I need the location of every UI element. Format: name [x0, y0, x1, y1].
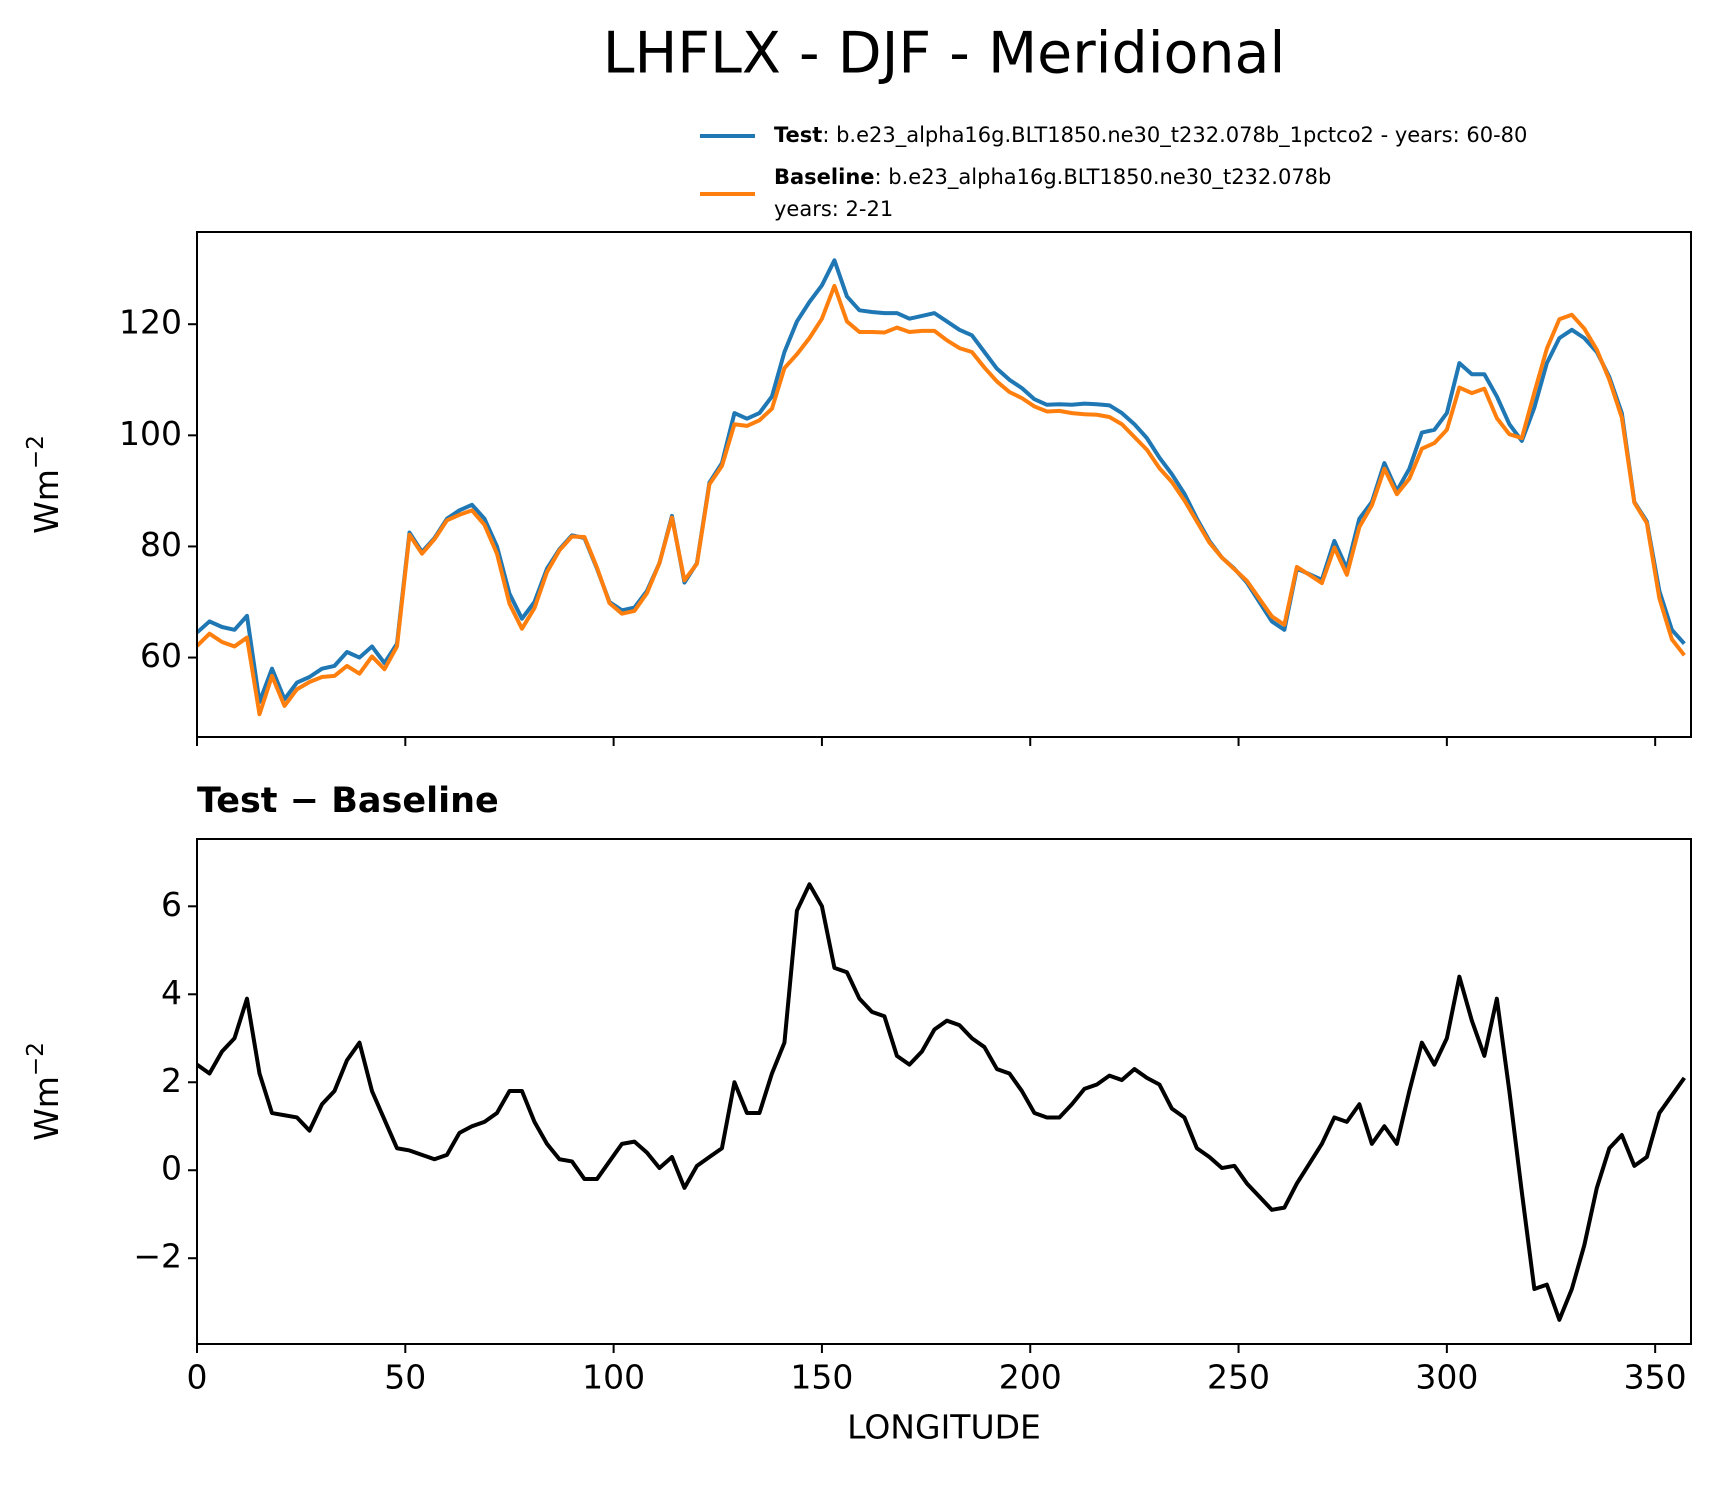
x-axis-label: LONGITUDE: [847, 1408, 1041, 1447]
legend-name: Baseline: [774, 165, 875, 189]
legend-label: years: 2-21: [774, 197, 893, 221]
axes-frame: [196, 838, 1692, 1345]
x-tick-label: 200: [999, 1358, 1062, 1397]
legend-label: : b.e23_alpha16g.BLT1850.ne30_t232.078b: [875, 165, 1332, 190]
y-axis-label: Wm−2: [23, 435, 66, 534]
y-axis-label-base: Wm: [27, 1076, 66, 1141]
y-tick-label: 60: [140, 636, 182, 675]
figure-title: LHFLX - DJF - Meridional: [603, 21, 1286, 87]
y-tick-label: 0: [161, 1149, 182, 1188]
data-line: [195, 283, 1686, 717]
y-tick-label: 120: [119, 303, 182, 342]
x-tick-label: 100: [582, 1358, 645, 1397]
axes-frame: [196, 231, 1692, 738]
y-axis-label: Wm−2: [23, 1042, 66, 1141]
x-tick-label: 0: [187, 1358, 208, 1397]
x-tick-label: 50: [384, 1358, 426, 1397]
y-tick-label: 100: [119, 414, 182, 453]
y-tick-label: 80: [140, 525, 182, 564]
legend-entry: Baseline: b.e23_alpha16g.BLT1850.ne30_t2…: [774, 165, 1331, 190]
y-axis-label-base: Wm: [27, 469, 66, 534]
y-tick-label: −2: [133, 1237, 182, 1276]
x-tick-label: 150: [790, 1358, 853, 1397]
x-tick-label: 300: [1415, 1358, 1478, 1397]
data-line: [195, 882, 1686, 1322]
y-axis-label-sup: −2: [23, 1042, 49, 1076]
legend-name: Test: [774, 123, 822, 147]
y-tick-label: 4: [161, 973, 182, 1012]
y-axis-label-sup: −2: [23, 435, 49, 469]
subplot-title: Test − Baseline: [197, 781, 499, 821]
y-tick-label: 6: [161, 885, 182, 924]
x-tick-label: 250: [1207, 1358, 1270, 1397]
legend-entry: Test: b.e23_alpha16g.BLT1850.ne30_t232.0…: [774, 123, 1527, 148]
y-tick-label: 2: [161, 1061, 182, 1100]
x-tick-label: 350: [1624, 1358, 1687, 1397]
legend-label: : b.e23_alpha16g.BLT1850.ne30_t232.078b_…: [822, 123, 1527, 148]
